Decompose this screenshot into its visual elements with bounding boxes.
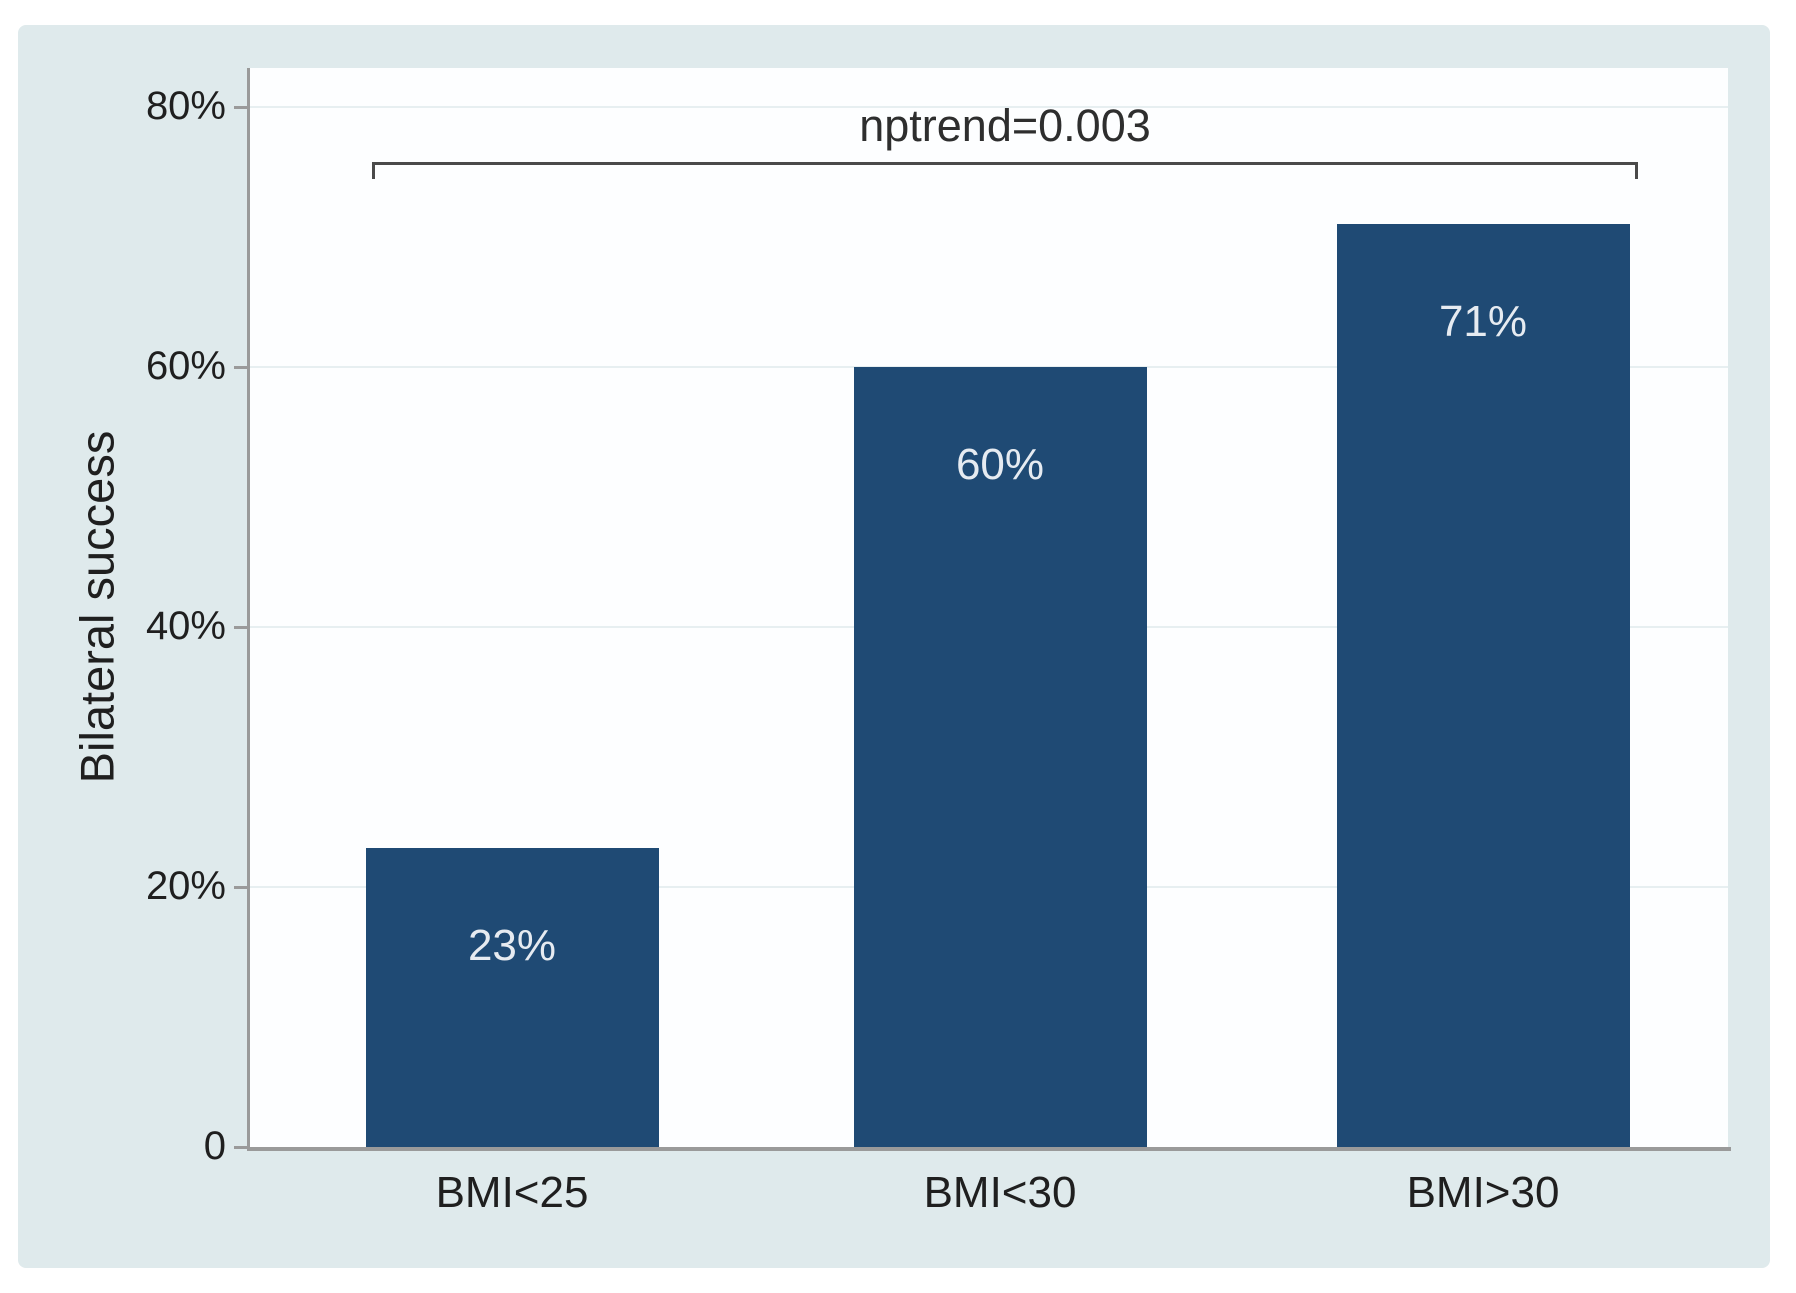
y-tick-label-20: 20%: [145, 864, 226, 908]
y-axis-tick-80: [234, 106, 248, 109]
x-tick-label-BMI>30: BMI>30: [1406, 1168, 1560, 1217]
y-tick-label-0: 0: [203, 1124, 226, 1168]
trend-annotation: nptrend=0.003: [859, 100, 1151, 151]
bar-value-label: 71%: [1438, 297, 1528, 346]
bar-BMI<30: 60%: [853, 367, 1147, 1147]
y-tick-label-80: 80%: [145, 84, 226, 128]
x-axis-line: [247, 1147, 1731, 1151]
y-tick-label-60: 60%: [145, 344, 226, 388]
y-axis-tick-60: [234, 366, 248, 369]
x-tick-label-BMI<25: BMI<25: [435, 1168, 589, 1217]
y-axis-tick-40: [234, 626, 248, 629]
y-tick-label-40: 40%: [145, 604, 226, 648]
trend-bracket-line: [372, 162, 1638, 165]
x-tick-label-BMI<30: BMI<30: [923, 1168, 1077, 1217]
y-axis-tick-20: [234, 886, 248, 889]
bar-BMI>30: 71%: [1336, 224, 1630, 1147]
trend-bracket-left-tick: [372, 162, 375, 179]
gridline-80: [250, 106, 1728, 108]
y-axis-line: [247, 68, 250, 1151]
bar-value-label: 60%: [955, 440, 1045, 489]
bar-BMI<25: 23%: [365, 848, 659, 1147]
bar-value-label: 23%: [467, 921, 557, 970]
trend-bracket-right-tick: [1635, 162, 1638, 179]
y-axis-tick-0: [234, 1146, 248, 1149]
